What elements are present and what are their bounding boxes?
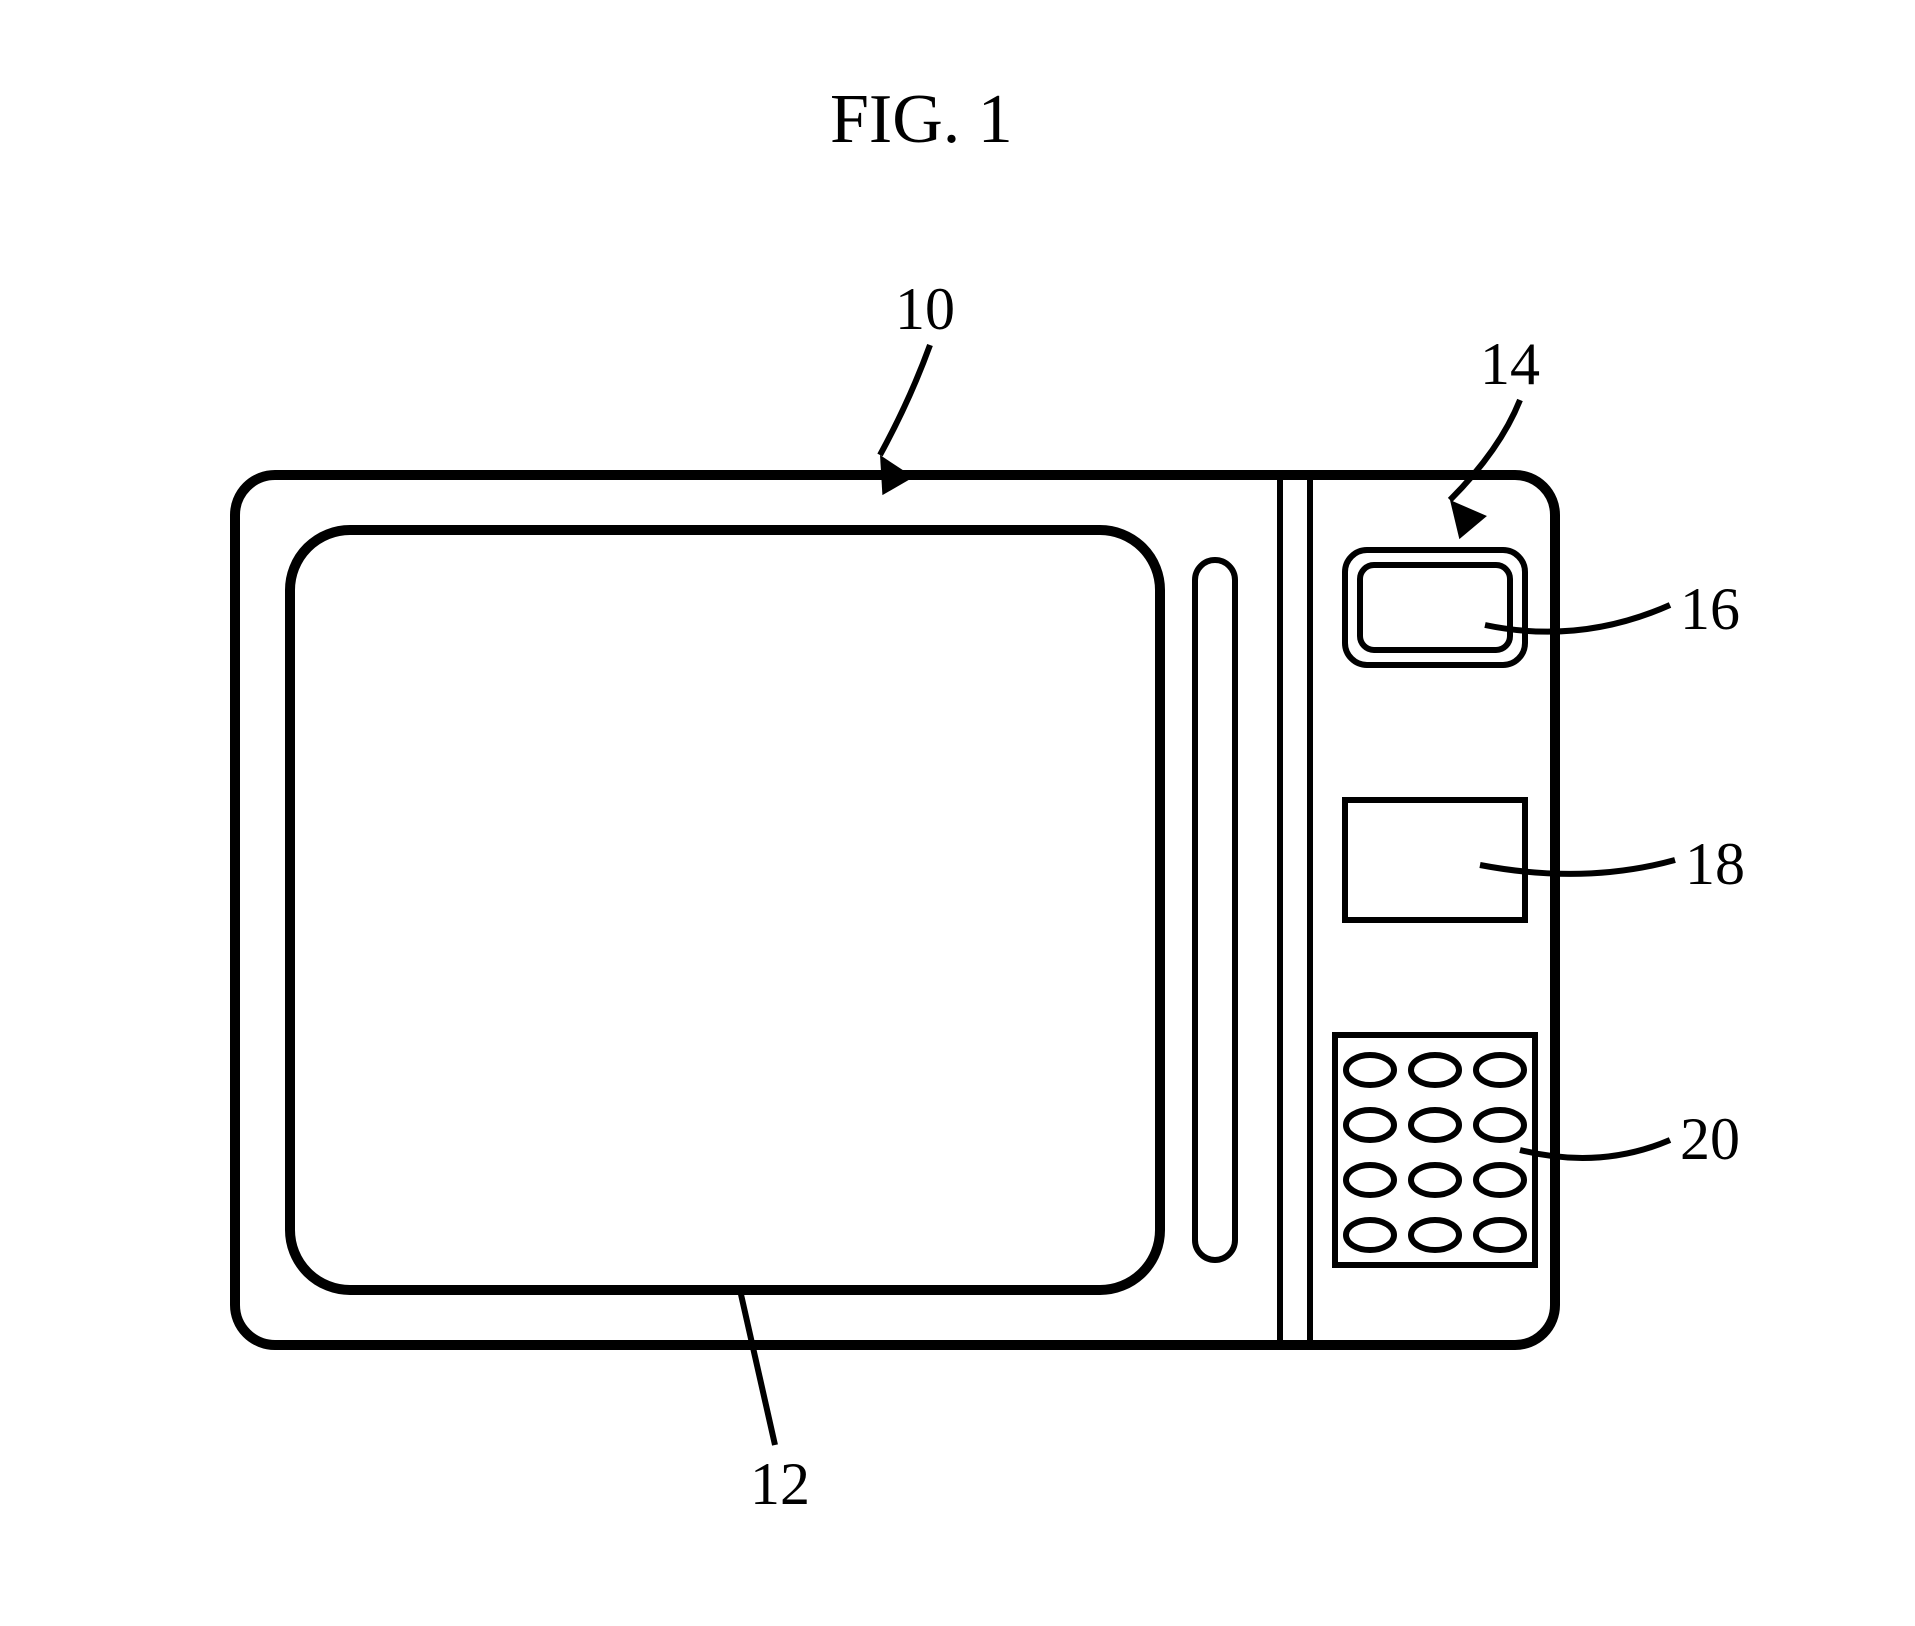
keypad-button: [1346, 1220, 1394, 1250]
callout-lead-18: [1480, 860, 1675, 874]
callout-arrowhead-10: [880, 455, 914, 495]
keypad-frame: [1335, 1035, 1535, 1265]
keypad-button: [1411, 1110, 1459, 1140]
callout-lead-12: [740, 1290, 775, 1445]
callout-label-16: 16: [1680, 575, 1740, 644]
keypad-button: [1346, 1110, 1394, 1140]
door-window: [290, 530, 1160, 1290]
display-inner: [1360, 565, 1510, 650]
keypad-button: [1411, 1165, 1459, 1195]
keypad-button: [1476, 1110, 1524, 1140]
callout-arrowhead-14: [1450, 500, 1487, 539]
callout-label-10: 10: [895, 275, 955, 344]
figure-svg: [0, 0, 1915, 1626]
keypad-button: [1476, 1165, 1524, 1195]
callout-lead-10: [880, 345, 930, 455]
callout-lead-14: [1450, 400, 1520, 500]
figure-canvas: FIG. 1 101416182012: [0, 0, 1915, 1626]
callout-label-14: 14: [1480, 330, 1540, 399]
middle-panel: [1345, 800, 1525, 920]
keypad-button: [1346, 1165, 1394, 1195]
callout-label-12: 12: [750, 1450, 810, 1519]
keypad-button: [1476, 1055, 1524, 1085]
keypad-button: [1411, 1055, 1459, 1085]
keypad-button: [1346, 1055, 1394, 1085]
callout-label-18: 18: [1685, 830, 1745, 899]
door-handle: [1195, 560, 1235, 1260]
callout-label-20: 20: [1680, 1105, 1740, 1174]
keypad-button: [1411, 1220, 1459, 1250]
keypad-button: [1476, 1220, 1524, 1250]
callout-lead-20: [1520, 1140, 1670, 1158]
